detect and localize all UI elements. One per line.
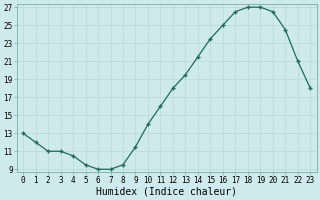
X-axis label: Humidex (Indice chaleur): Humidex (Indice chaleur) (96, 187, 237, 197)
